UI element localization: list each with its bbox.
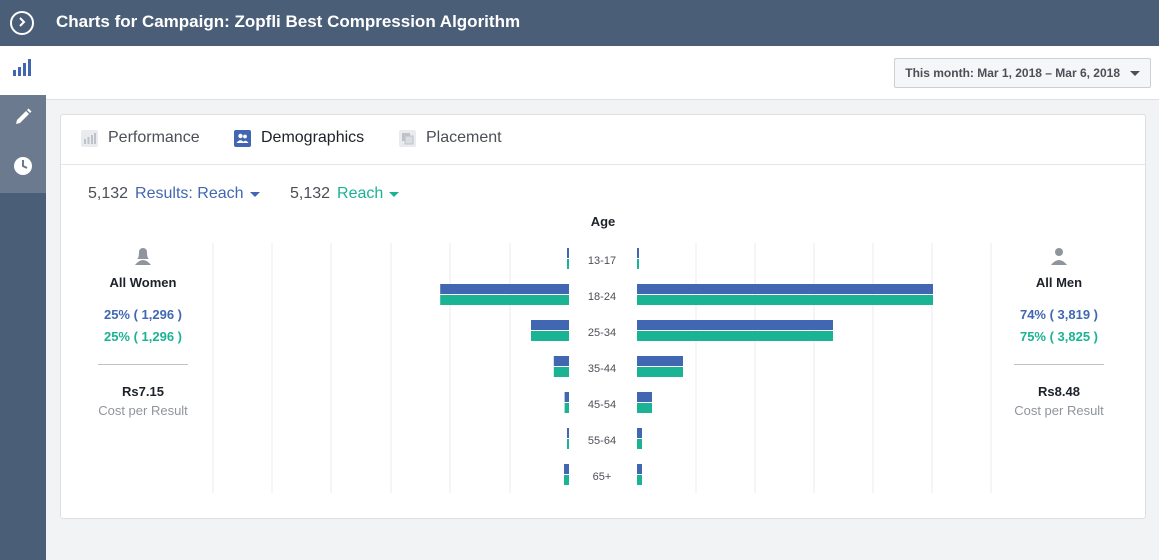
men-reach: 75% ( 3,825 ) <box>1019 329 1099 344</box>
women-cost-label: Cost per Result <box>98 403 188 418</box>
age-label: 35-44 <box>588 363 616 375</box>
bar-men-reach[interactable] <box>637 475 642 485</box>
tab-demographics[interactable]: Demographics <box>234 129 364 147</box>
bar-men-reach[interactable] <box>637 331 833 341</box>
bar-men-results[interactable] <box>637 248 639 258</box>
bar-women-results[interactable] <box>440 284 569 294</box>
bar-men-results[interactable] <box>637 464 642 474</box>
bar-chart-icon <box>81 129 98 147</box>
metric-reach-selector[interactable]: 5,132 Reach <box>290 185 400 203</box>
tab-label: Performance <box>108 129 200 146</box>
bar-men-results[interactable] <box>637 392 652 402</box>
men-results: 74% ( 3,819 ) <box>1019 307 1099 322</box>
tab-label: Demographics <box>261 129 365 146</box>
age-label: 55-64 <box>588 435 616 447</box>
chart-title: Age <box>590 214 616 229</box>
sidebar-item-edit[interactable] <box>0 95 46 144</box>
bar-chart-icon <box>12 59 34 82</box>
sidebar-item-history[interactable] <box>0 144 46 193</box>
sidebar-item-charts[interactable] <box>0 46 46 95</box>
bar-women-reach[interactable] <box>440 295 569 305</box>
age-gender-chart: 13-17 18-24 25-34 35-44 45-54 55-64 65+ <box>212 243 992 493</box>
bar-men-reach[interactable] <box>637 259 639 269</box>
tab-performance[interactable]: Performance <box>81 129 200 147</box>
tab-label: Placement <box>426 129 502 146</box>
placement-icon <box>399 129 416 147</box>
bar-women-reach[interactable] <box>553 367 569 377</box>
divider <box>98 364 188 365</box>
women-label: All Women <box>109 275 177 290</box>
caret-down-icon <box>249 191 260 197</box>
page-title: Charts for Campaign: Zopfli Best Compres… <box>56 12 521 31</box>
people-icon <box>234 129 251 147</box>
women-cost: Rs7.15 <box>122 384 164 399</box>
tab-placement[interactable]: Placement <box>399 129 502 147</box>
caret-down-icon <box>389 191 400 197</box>
metric-value: 5,132 <box>290 185 331 202</box>
bar-women-results[interactable] <box>567 248 569 258</box>
bar-women-reach[interactable] <box>567 439 569 449</box>
women-summary: All Women 25% ( 1,296 ) 25% ( 1,296 ) Rs… <box>61 247 225 418</box>
age-label: 25-34 <box>588 327 616 339</box>
women-results: 25% ( 1,296 ) <box>103 307 183 322</box>
pencil-icon <box>14 108 32 131</box>
chevron-right-icon <box>17 14 27 32</box>
divider <box>1014 364 1104 365</box>
bar-women-reach[interactable] <box>564 403 569 413</box>
sidebar <box>0 46 46 560</box>
men-label: All Men <box>1035 275 1083 290</box>
bar-men-reach[interactable] <box>637 367 683 377</box>
bar-women-results[interactable] <box>531 320 569 330</box>
metric-value: 5,132 <box>88 185 129 202</box>
bar-women-reach[interactable] <box>567 259 569 269</box>
bar-men-results[interactable] <box>637 356 683 366</box>
men-cost: Rs8.48 <box>1038 384 1080 399</box>
bar-women-results[interactable] <box>553 356 569 366</box>
charts-card: Performance Demographics Placement <box>60 114 1146 519</box>
bar-men-reach[interactable] <box>637 439 642 449</box>
metric-label: Results: Reach <box>135 185 244 202</box>
bar-women-results[interactable] <box>567 428 569 438</box>
bar-men-results[interactable] <box>637 284 933 294</box>
person-icon <box>977 247 1141 267</box>
bar-men-reach[interactable] <box>637 403 652 413</box>
men-cost-label: Cost per Result <box>1014 403 1104 418</box>
age-label: 18-24 <box>588 291 616 303</box>
bar-women-reach[interactable] <box>564 475 569 485</box>
date-range-button[interactable]: This month: Mar 1, 2018 – Mar 6, 2018 <box>894 58 1151 88</box>
women-reach: 25% ( 1,296 ) <box>103 329 183 344</box>
person-icon <box>61 247 225 267</box>
bar-women-results[interactable] <box>564 464 569 474</box>
toolbar: This month: Mar 1, 2018 – Mar 6, 2018 <box>46 46 1159 100</box>
tab-bar: Performance Demographics Placement <box>61 115 1145 165</box>
bar-women-results[interactable] <box>564 392 569 402</box>
metric-label: Reach <box>337 185 384 202</box>
bar-women-reach[interactable] <box>531 331 569 341</box>
clock-icon <box>13 156 33 181</box>
bar-men-results[interactable] <box>637 320 833 330</box>
men-summary: All Men 74% ( 3,819 ) 75% ( 3,825 ) Rs8.… <box>977 247 1141 418</box>
age-label: 13-17 <box>588 255 616 267</box>
bar-men-reach[interactable] <box>637 295 933 305</box>
header: Charts for Campaign: Zopfli Best Compres… <box>0 0 1159 46</box>
bar-men-results[interactable] <box>637 428 642 438</box>
date-range-label: This month: Mar 1, 2018 – Mar 6, 2018 <box>905 66 1120 80</box>
metric-results-reach-selector[interactable]: 5,132 Results: Reach <box>88 185 260 203</box>
age-label: 45-54 <box>588 399 616 411</box>
expand-toggle-button[interactable] <box>10 11 34 35</box>
caret-down-icon <box>1130 71 1140 76</box>
age-label: 65+ <box>593 471 612 483</box>
